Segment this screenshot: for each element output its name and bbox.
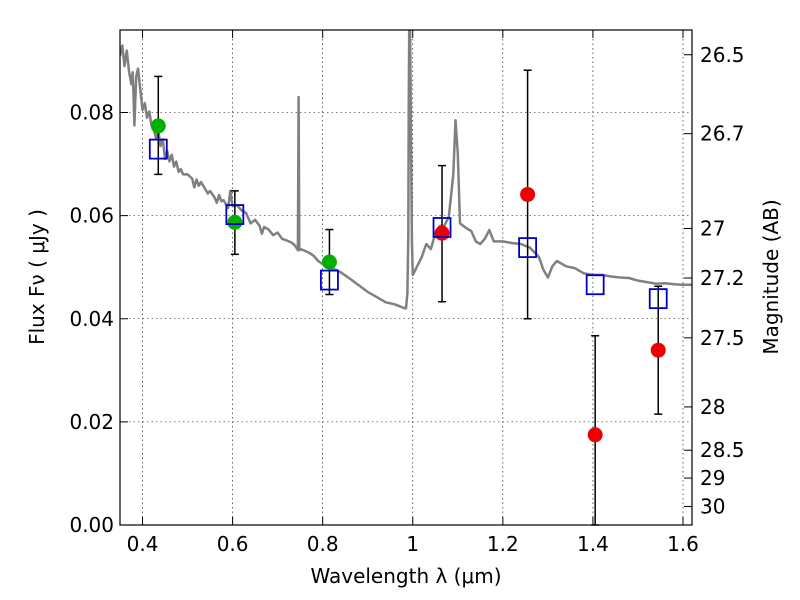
observed-flux-point	[321, 254, 337, 270]
y-axis-label-right: Magnitude (AB)	[759, 199, 783, 354]
mag-tick-label: 26.7	[700, 122, 745, 146]
model-flux-square	[585, 274, 605, 296]
x-tick-label: 1.4	[577, 532, 609, 556]
y-tick-label: 0.00	[69, 513, 114, 537]
mag-tick-label: 26.5	[700, 43, 745, 67]
observed-flux-point	[520, 186, 536, 202]
mag-tick-label: 30	[700, 494, 725, 518]
model-flux-square	[320, 269, 339, 291]
x-tick-label: 0.4	[127, 532, 159, 556]
observed-flux-point	[150, 118, 166, 134]
model-flux-square	[518, 237, 538, 258]
grid-lines	[120, 30, 692, 526]
mag-tick-label: 27	[700, 217, 725, 241]
y-axis-label-left: Flux Fν ( μJy )	[25, 209, 49, 345]
data-markers	[148, 118, 668, 443]
model-spectrum	[120, 30, 692, 310]
model-flux-square	[148, 138, 168, 160]
model-flux-square	[648, 288, 668, 310]
tick-labels: 0.4 0.6 0.8 1 1.2 1.4 1.6 0.00 0.02 0.04 0.06 0.08 2…	[69, 43, 744, 556]
mag-tick-label: 28	[700, 395, 725, 419]
x-axis-label: Wavelength λ (μm)	[310, 564, 501, 588]
y-tick-label: 0.02	[69, 410, 114, 434]
x-tick-label: 0.8	[307, 532, 339, 556]
x-tick-label: 1.2	[487, 532, 519, 556]
model-flux-square	[432, 217, 452, 238]
observed-flux-point	[587, 427, 603, 443]
observed-flux-point	[227, 214, 243, 230]
mag-tick-label: 27.5	[700, 326, 745, 350]
x-tick-label: 0.6	[217, 532, 249, 556]
observed-flux-point	[650, 342, 666, 358]
observed-flux-point	[434, 225, 450, 241]
y-tick-label: 0.08	[69, 101, 114, 125]
model-flux-square	[225, 204, 245, 225]
mag-tick-label: 29	[700, 466, 725, 490]
y-tick-label: 0.04	[69, 307, 114, 331]
model-spectrum-line	[120, 30, 692, 310]
y-tick-label: 0.06	[69, 204, 114, 228]
x-tick-label: 1.6	[667, 532, 699, 556]
mag-tick-label: 27.2	[700, 266, 745, 290]
plot-frame	[119, 29, 693, 526]
axis-ticks	[120, 30, 692, 526]
mag-tick-label: 28.5	[700, 438, 745, 462]
x-tick-label: 1	[406, 532, 419, 556]
